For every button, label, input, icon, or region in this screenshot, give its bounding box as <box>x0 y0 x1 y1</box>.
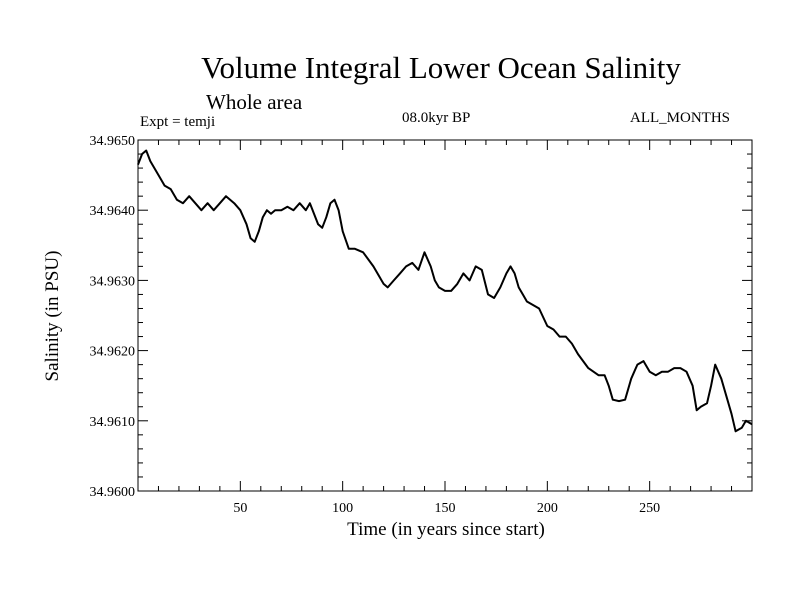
experiment-label: Expt = temji <box>140 114 216 130</box>
chart-subtitle: Whole area <box>206 90 303 114</box>
series-line-salinity <box>137 149 753 433</box>
x-tick-label: 50 <box>233 501 247 516</box>
y-tick-label: 34.9640 <box>90 204 136 219</box>
months-label: ALL_MONTHS <box>630 110 730 126</box>
x-axis-label: Time (in years since start) <box>347 519 545 540</box>
x-tick-label: 250 <box>639 501 660 516</box>
y-tick-label: 34.9630 <box>90 274 136 289</box>
axis-ticks <box>138 140 752 491</box>
y-tick-label: 34.9610 <box>90 415 136 430</box>
axis-tick-labels: 50 100 150 200 250 34.9600 34.9610 34.9620 34.96… <box>90 134 661 516</box>
x-tick-label: 100 <box>332 501 353 516</box>
x-tick-label: 150 <box>435 501 456 516</box>
y-tick-label: 34.9650 <box>90 134 136 149</box>
y-tick-label: 34.9620 <box>90 345 136 360</box>
x-tick-label: 200 <box>537 501 558 516</box>
chart-title: Volume Integral Lower Ocean Salinity <box>201 50 681 85</box>
period-label: 08.0kyr BP <box>402 110 471 126</box>
plot-frame <box>137 139 753 492</box>
y-tick-label: 34.9600 <box>90 485 136 500</box>
